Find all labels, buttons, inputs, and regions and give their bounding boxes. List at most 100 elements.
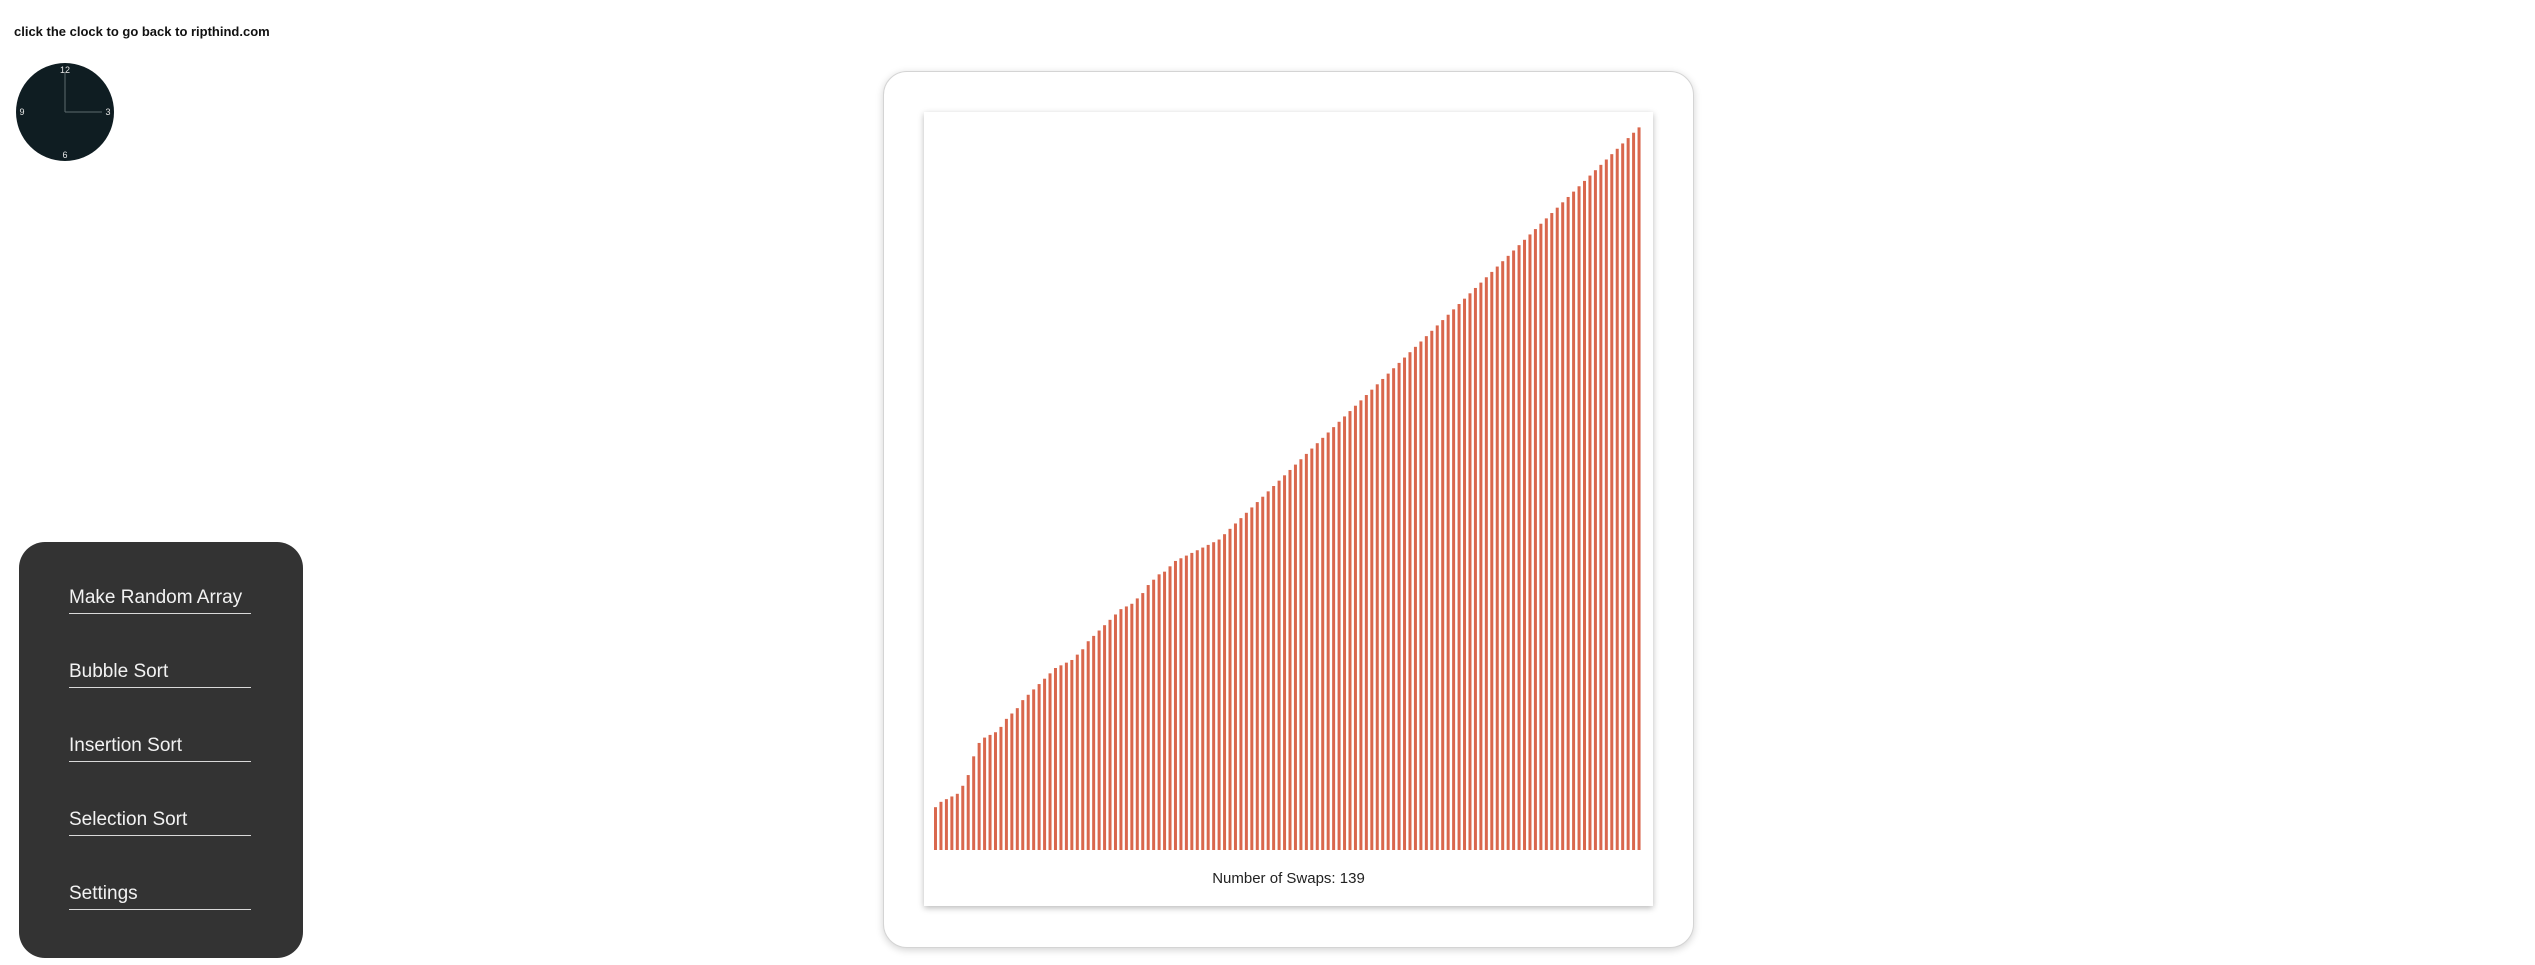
chart-bar — [1163, 571, 1167, 850]
chart-bar — [1097, 630, 1101, 850]
chart-bar — [1479, 282, 1483, 850]
clock-home-button[interactable]: 12 3 6 9 — [16, 63, 114, 161]
chart-bar — [1539, 223, 1543, 851]
chart-bar — [1103, 625, 1107, 850]
chart-bar — [1370, 389, 1374, 850]
swap-counter-value: 139 — [1339, 870, 1365, 887]
chart-bar — [961, 785, 965, 850]
swap-counter-label: Number of Swaps: — [1212, 870, 1336, 887]
chart-bar — [983, 737, 987, 850]
chart-bar — [1397, 362, 1401, 850]
chart-bar — [1168, 566, 1172, 850]
chart-bar — [1512, 250, 1516, 851]
chart-bar — [1348, 411, 1352, 850]
menu-item-label: Insertion Sort — [69, 735, 182, 756]
chart-bar — [1593, 170, 1597, 850]
chart-bar — [1212, 542, 1216, 850]
chart-bar — [1070, 659, 1074, 850]
chart-bar — [1233, 523, 1237, 850]
chart-bar — [1288, 469, 1292, 850]
chart-bar — [1381, 378, 1385, 850]
chart-bar — [1086, 641, 1090, 850]
chart-bar — [1413, 346, 1417, 850]
chart-bar — [1626, 138, 1630, 851]
chart-bar — [1092, 635, 1096, 850]
chart-bar — [1473, 287, 1477, 850]
chart-bar — [1359, 400, 1363, 850]
chart-bar — [1621, 143, 1625, 850]
chart-bar — [1217, 539, 1221, 850]
clock-number-3: 3 — [105, 107, 110, 117]
chart-bar — [1533, 229, 1537, 850]
chart-bar — [1403, 357, 1407, 850]
menu-item-label: Make Random Array — [69, 587, 243, 608]
clock-number-6: 6 — [62, 150, 67, 160]
chart-bar — [1184, 555, 1188, 850]
chart-bar — [1130, 603, 1134, 850]
chart-bar — [1424, 336, 1428, 850]
chart-bar — [1032, 689, 1036, 850]
chart-bar — [1566, 196, 1570, 851]
chart-bar — [1452, 309, 1456, 850]
chart-bar — [1463, 298, 1467, 850]
chart-bar — [1386, 373, 1390, 850]
chart-bar — [1124, 606, 1128, 850]
chart-bar — [1152, 579, 1156, 850]
chart-bar — [1223, 534, 1227, 850]
chart-bar — [1064, 662, 1068, 850]
chart-bar — [1408, 352, 1412, 850]
bubble-sort-button[interactable]: Bubble Sort — [69, 616, 251, 688]
chart-bar — [1053, 668, 1057, 850]
chart-bar — [1555, 207, 1559, 851]
make-random-array-button[interactable]: Make Random Array — [69, 542, 251, 614]
chart-bar — [1468, 293, 1472, 850]
chart-bar — [1337, 421, 1341, 850]
selection-sort-button[interactable]: Selection Sort — [69, 764, 251, 836]
chart-bar — [1201, 547, 1205, 850]
chart-bar — [1528, 234, 1532, 850]
home-link-text: click the clock to go back to ripthind.c… — [14, 24, 270, 39]
chart-bar — [993, 732, 997, 850]
chart-bar — [966, 775, 970, 850]
menu-panel: Make Random Array Bubble Sort Insertion … — [19, 542, 303, 958]
chart-bar — [1490, 271, 1494, 850]
settings-button[interactable]: Settings — [69, 838, 251, 910]
chart-bar — [1255, 502, 1259, 850]
chart-bar — [1108, 619, 1112, 850]
chart-bar — [1599, 164, 1603, 851]
chart-bar — [1146, 585, 1150, 850]
chart-bar — [1315, 443, 1319, 850]
clock-number-9: 9 — [19, 107, 24, 117]
chart-bar — [1353, 405, 1357, 850]
chart-bar — [1037, 684, 1041, 850]
chart-bar — [1173, 560, 1177, 850]
chart-bar — [1239, 518, 1243, 850]
chart-bar — [977, 742, 981, 850]
chart-bar — [1550, 213, 1554, 850]
chart-bar — [1632, 132, 1636, 851]
chart-bar — [1048, 673, 1052, 850]
insertion-sort-button[interactable]: Insertion Sort — [69, 690, 251, 762]
chart-bar — [988, 734, 992, 850]
chart-bar — [1604, 159, 1608, 850]
clock-number-12: 12 — [60, 65, 70, 75]
chart-bar — [1266, 491, 1270, 850]
chart-bar — [1517, 245, 1521, 850]
chart-bar — [999, 726, 1003, 850]
menu-item-label: Settings — [69, 883, 138, 904]
chart-bar — [1332, 427, 1336, 850]
clock-face-icon: 12 3 6 9 — [19, 65, 110, 160]
chart-bar — [944, 799, 948, 850]
chart-bar — [1441, 320, 1445, 850]
chart-bar — [1506, 255, 1510, 851]
menu-item-label: Bubble Sort — [69, 661, 169, 682]
chart-bar — [950, 796, 954, 850]
chart-bar — [1157, 574, 1161, 850]
chart-bar — [1272, 486, 1276, 850]
chart-bar — [1135, 598, 1139, 850]
chart-bar — [1572, 191, 1576, 851]
chart-bar — [1343, 416, 1347, 850]
chart-bar — [1501, 261, 1505, 850]
chart-bar — [1304, 453, 1308, 850]
chart-bar — [955, 793, 959, 850]
